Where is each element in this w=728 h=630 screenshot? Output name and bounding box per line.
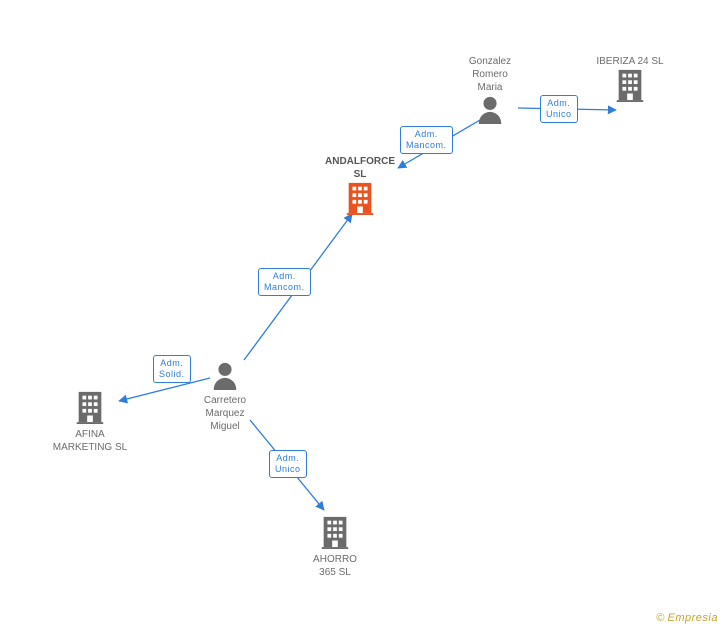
edge-label: Adm. Mancom.	[258, 268, 311, 296]
node-label: GonzalezRomeroMaria	[430, 55, 550, 94]
person-node-gonzalez[interactable]: GonzalezRomeroMaria	[430, 55, 550, 128]
edge-label: Adm. Unico	[540, 95, 578, 123]
edge-label: Adm. Unico	[269, 450, 307, 478]
node-label: AHORRO365 SL	[275, 553, 395, 579]
company-node-ahorro[interactable]: AHORRO365 SL	[275, 515, 395, 579]
node-label: IBERIZA 24 SL	[570, 55, 690, 68]
edge-label: Adm. Mancom.	[400, 126, 453, 154]
company-node-iberiza[interactable]: IBERIZA 24 SL	[570, 55, 690, 106]
company-node-afina[interactable]: AFINAMARKETING SL	[30, 390, 150, 454]
node-label: AFINAMARKETING SL	[30, 428, 150, 454]
node-label: CarreteroMarquezMiguel	[165, 394, 285, 433]
copyright-brand: Empresia	[668, 612, 718, 624]
company-node-andalforce[interactable]: ANDALFORCESL	[300, 155, 420, 219]
node-label: ANDALFORCESL	[300, 155, 420, 181]
edge-label: Adm. Solid.	[153, 355, 191, 383]
copyright-symbol: ©	[656, 612, 664, 624]
copyright: © Empresia	[656, 612, 718, 624]
